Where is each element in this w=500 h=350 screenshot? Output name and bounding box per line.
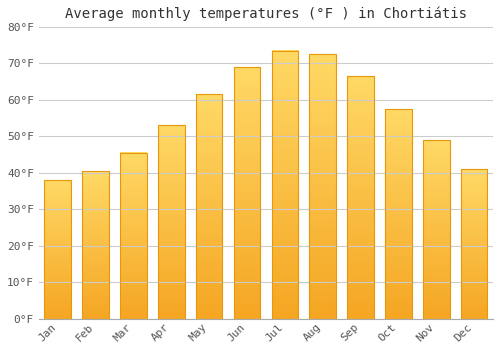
Title: Average monthly temperatures (°F ) in Chortiátis: Average monthly temperatures (°F ) in Ch…	[65, 7, 467, 21]
